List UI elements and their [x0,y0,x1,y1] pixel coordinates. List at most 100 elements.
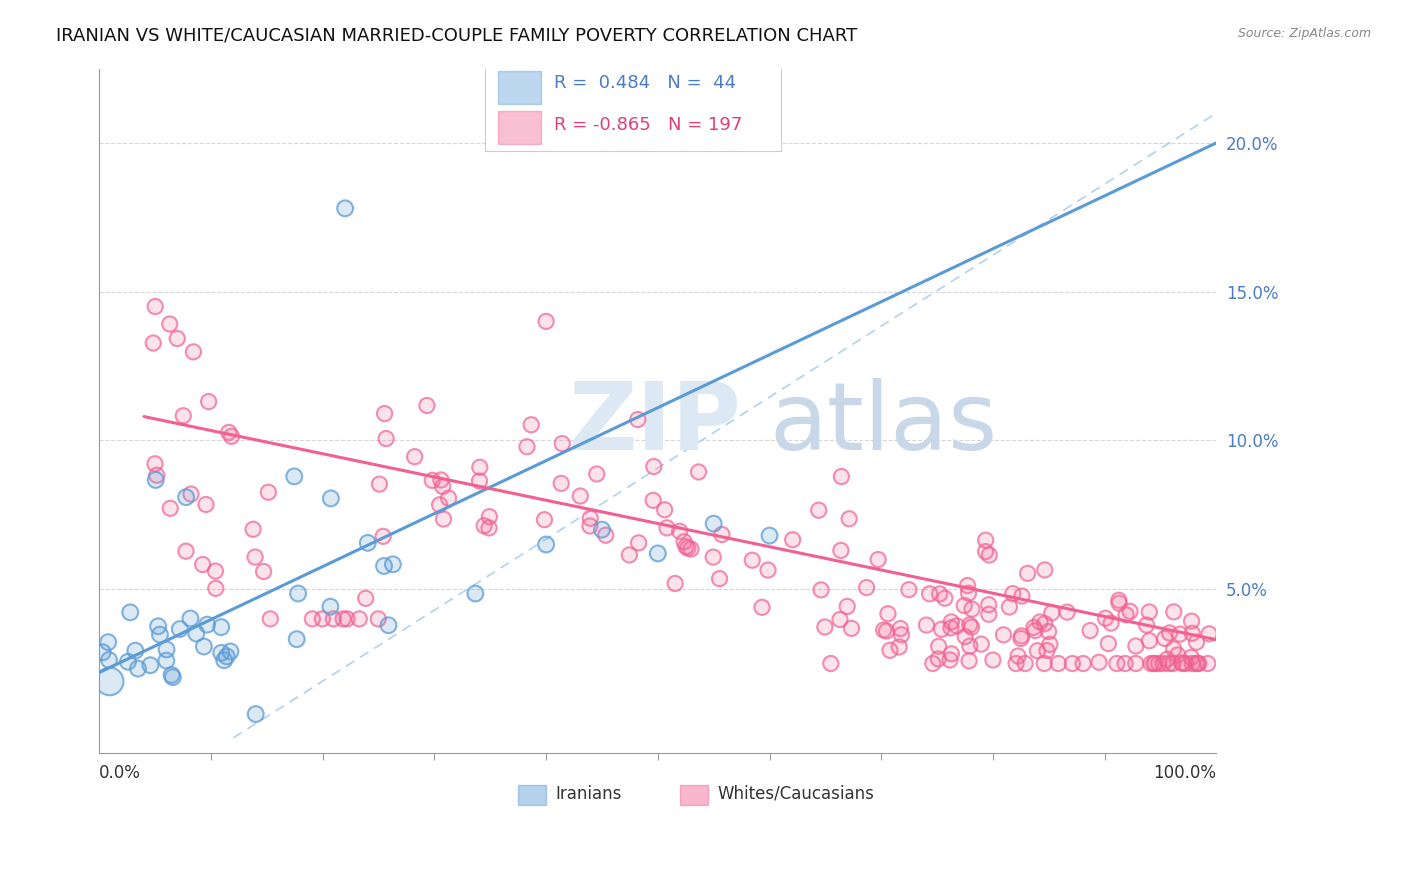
Text: 0.0%: 0.0% [100,764,141,781]
Point [520,417,543,432]
Point [209,620,232,634]
Point [1088,655,1111,669]
Point [257,485,280,500]
Point [688,465,710,479]
Point [1024,624,1046,638]
Point [998,600,1021,615]
Point [183,344,205,359]
Point [155,642,177,657]
Point [550,476,572,491]
Point [1188,657,1211,671]
Point [928,640,950,654]
Point [591,523,613,537]
Point [595,528,617,542]
Point [219,644,242,658]
Point [934,591,956,606]
Point [180,487,202,501]
Point [741,553,763,567]
Point [627,536,650,550]
Point [373,559,395,574]
Point [367,612,389,626]
Point [1062,657,1084,671]
Point [941,647,963,661]
Point [931,622,953,636]
Point [579,511,602,525]
Point [420,474,443,488]
Point [143,457,166,471]
Bar [681,785,709,805]
Point [1139,633,1161,648]
Point [928,587,950,601]
Point [960,620,983,634]
Point [1033,657,1056,671]
Point [349,612,371,626]
Point [970,637,993,651]
Point [120,606,142,620]
Point [945,619,967,633]
Point [139,658,162,673]
Point [977,607,1000,622]
Point [172,409,194,423]
Point [679,542,702,557]
Point [1026,644,1049,658]
Point [149,627,172,641]
Text: Iranians: Iranians [555,785,621,803]
Point [595,528,617,542]
Point [890,628,912,642]
Point [1181,614,1204,628]
Point [375,432,398,446]
Point [1197,657,1219,671]
Point [1097,637,1119,651]
Point [98,653,121,667]
Point [939,621,962,635]
Point [375,432,398,446]
Point [1029,615,1052,629]
Point [1185,635,1208,649]
Point [915,618,938,632]
Point [1115,607,1137,622]
Point [533,513,555,527]
Point [98,653,121,667]
Point [332,612,354,626]
Point [186,626,208,640]
Point [1167,648,1189,662]
Point [1026,644,1049,658]
Point [953,599,976,613]
Point [218,425,240,440]
Point [579,511,602,525]
Point [1185,657,1208,671]
Point [1011,589,1033,603]
Point [960,602,983,616]
Point [877,607,900,621]
Point [1187,657,1209,671]
Point [551,436,574,450]
Point [751,600,773,615]
Point [569,489,592,503]
Point [374,407,396,421]
Point [1033,563,1056,577]
Point [1040,606,1063,620]
Point [1198,627,1220,641]
Point [1108,596,1130,610]
Point [1125,657,1147,671]
Point [159,501,181,516]
Point [1108,596,1130,610]
Point [468,474,491,488]
Point [368,477,391,491]
Point [1115,607,1137,622]
Point [814,620,837,634]
Point [155,654,177,668]
Point [283,469,305,483]
Point [155,642,177,657]
Point [959,639,981,653]
Point [941,615,963,629]
Point [377,618,399,632]
Point [430,473,453,487]
Point [1039,637,1062,651]
Point [1187,657,1209,671]
Point [169,622,191,636]
Point [1005,657,1028,671]
Point [124,643,146,657]
Point [534,314,557,328]
Point [710,527,733,541]
